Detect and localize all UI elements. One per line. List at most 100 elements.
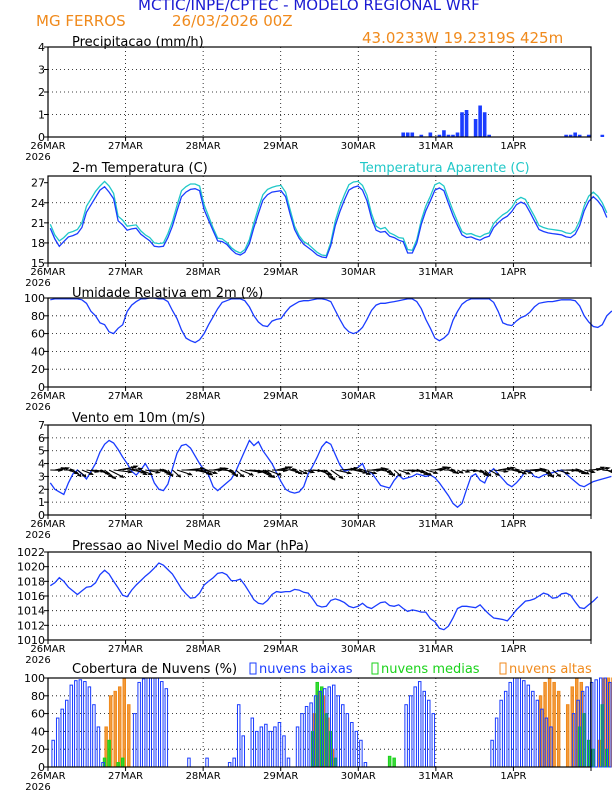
wind-arrow-head xyxy=(503,469,509,473)
wind-arrow xyxy=(556,469,570,475)
x-tick-label: 27MAR xyxy=(108,391,143,402)
x-tick-label: 29MAR xyxy=(263,391,298,402)
wind-arrow-head xyxy=(287,466,294,470)
low-cloud-bar xyxy=(300,713,304,768)
panel-frame xyxy=(47,424,592,516)
precip-bar xyxy=(405,132,410,137)
mid-cloud-bar xyxy=(387,755,392,768)
x-tick-label: 26MAR xyxy=(30,141,65,152)
x-tick-label: 29MAR xyxy=(263,519,298,530)
low-cloud-bar xyxy=(187,757,191,768)
wind-arrow-head xyxy=(397,473,402,477)
low-cloud-bar xyxy=(594,679,598,768)
precip-bar xyxy=(437,134,442,137)
temperature-line xyxy=(49,185,608,259)
x-tick-label: 31MAR xyxy=(418,519,453,530)
y-tick-label: 27 xyxy=(31,177,45,190)
high-cloud-bar xyxy=(113,690,117,768)
low-cloud-bar xyxy=(227,762,232,768)
precip-bar xyxy=(401,132,406,137)
x-tick-label: 26MAR xyxy=(30,771,65,782)
panel-frame xyxy=(47,677,592,768)
low-cloud-bar xyxy=(74,680,78,768)
wind-arrow-head xyxy=(302,471,308,475)
wind-arrow xyxy=(199,469,213,476)
low-cloud-bar xyxy=(92,704,96,768)
x-tick-label: 30MAR xyxy=(341,267,376,278)
wind-arrow xyxy=(176,469,192,476)
low-cloud-bar xyxy=(413,686,417,768)
x-tick-label: 28MAR xyxy=(186,644,221,655)
wind-arrow-head xyxy=(164,470,170,474)
wind-arrow xyxy=(77,469,87,477)
x-tick-label: 30MAR xyxy=(341,519,376,530)
wind-arrow-head xyxy=(556,473,562,478)
wind-arrow xyxy=(516,469,527,475)
wind-arrow-head xyxy=(208,472,214,476)
panel-frame xyxy=(47,175,592,264)
y-tick-label: 1016 xyxy=(17,590,45,603)
low-cloud-bar xyxy=(51,739,55,768)
wind-arrow-head xyxy=(605,466,611,471)
wind-arrow xyxy=(235,469,244,478)
low-cloud-bar xyxy=(78,679,83,768)
low-cloud-bar xyxy=(160,681,164,768)
x-year-label: 2026 xyxy=(25,530,50,541)
wind-arrow xyxy=(99,469,113,478)
wind-arrow xyxy=(104,469,116,480)
wind-arrow xyxy=(493,469,508,473)
low-cloud-bar xyxy=(137,681,141,768)
mid-cloud-bar xyxy=(107,739,111,768)
y-tick-label: 0 xyxy=(38,381,45,394)
y-tick-label: 4 xyxy=(38,458,45,471)
low-cloud-bar xyxy=(512,677,517,768)
wind-arrow xyxy=(113,469,132,473)
y-tick-label: 6 xyxy=(38,432,45,445)
wind-arrow-head xyxy=(390,473,395,477)
wind-arrow-head xyxy=(137,467,144,471)
low-cloud-bar xyxy=(598,677,603,768)
low-cloud-bar xyxy=(232,757,236,768)
low-cloud-bar xyxy=(336,695,341,768)
panel-title: 2-m Temperatura (C) xyxy=(72,161,208,176)
wind-arrow-head xyxy=(239,474,245,478)
wind-arrow xyxy=(593,466,605,471)
wind-arrow xyxy=(185,467,204,471)
low-cloud-bar xyxy=(150,677,155,768)
x-tick-label: 26MAR xyxy=(30,391,65,402)
wind-arrow-head xyxy=(127,470,134,474)
wind-arrow xyxy=(389,469,395,477)
x-year-label: 2026 xyxy=(25,782,50,792)
wind-arrow-head xyxy=(155,470,161,474)
wind-arrow xyxy=(520,469,533,474)
y-tick-label: 80 xyxy=(31,690,45,703)
y-tick-label: 100 xyxy=(24,672,45,685)
wind-arrow-head xyxy=(338,475,344,480)
wind-arrow xyxy=(230,469,238,477)
y-tick-label: 2 xyxy=(38,483,45,496)
low-cloud-bar xyxy=(427,699,431,768)
x-tick-label: 31MAR xyxy=(418,644,453,655)
low-cloud-bar xyxy=(350,722,354,768)
wind-arrow-head xyxy=(521,471,528,475)
low-cloud-bar xyxy=(608,681,612,768)
legend-apparent-temperature: Temperatura Aparente (C) xyxy=(359,161,530,176)
x-tick-label: 29MAR xyxy=(263,141,298,152)
wind-arrow-head xyxy=(331,477,336,481)
slp-line xyxy=(49,562,599,631)
precip-bar xyxy=(573,132,577,137)
precip-bar xyxy=(460,112,464,137)
x-tick-label: 28MAR xyxy=(186,267,221,278)
wind-arrow xyxy=(597,467,610,471)
chart-title: MCTIC/INPE/CPTEC - MODELO REGIONAL WRF xyxy=(138,0,480,14)
wind-arrow xyxy=(294,469,303,475)
apparent-temperature-line xyxy=(49,180,608,257)
low-cloud-bar xyxy=(264,723,268,768)
precip-bar xyxy=(482,112,487,137)
wind-arrow xyxy=(488,469,500,476)
x-tick-label: 1APR xyxy=(500,519,526,530)
low-cloud-bar xyxy=(341,704,345,768)
wind-arrow-head xyxy=(346,471,353,475)
high-cloud-bar xyxy=(122,677,127,768)
y-tick-label: 18 xyxy=(31,237,45,250)
